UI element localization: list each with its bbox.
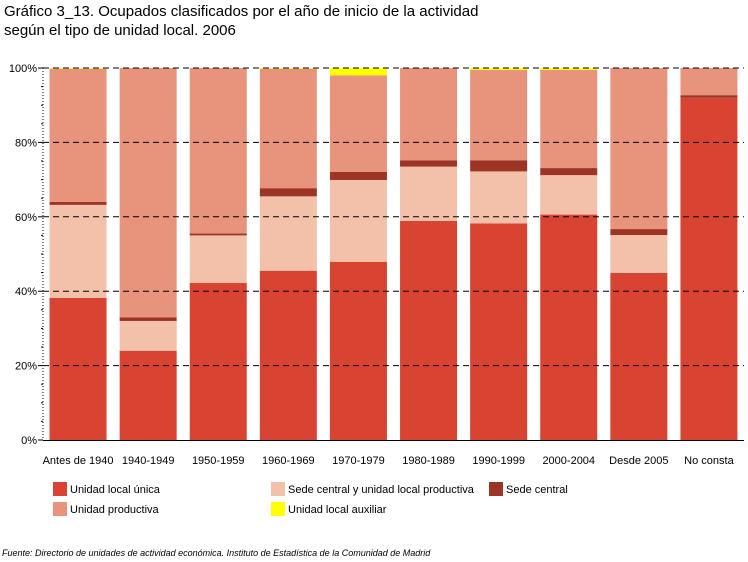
- x-tick-label: 1980-1989: [402, 455, 455, 467]
- bar-segment-9-3: [680, 68, 738, 96]
- bar-segment-0-2: [49, 201, 107, 205]
- bar-segment-6-2: [470, 160, 528, 172]
- y-tick-label: 100%: [9, 63, 37, 75]
- y-tick-label: 80%: [15, 137, 37, 149]
- bar-segment-8-0: [610, 272, 668, 440]
- x-tick-label: 2000-2004: [542, 455, 595, 467]
- legend-swatch-sede-central: [489, 482, 503, 496]
- chart-title-line-1: Gráfico 3_13. Ocupados clasificados por …: [4, 3, 479, 20]
- bar-segment-4-1: [329, 179, 387, 262]
- bar-segment-8-2: [610, 229, 668, 236]
- x-tick-label: 1940-1949: [122, 455, 175, 467]
- bar-segment-8-1: [610, 235, 668, 273]
- bar-segment-7-2: [540, 168, 598, 176]
- bar-segment-7-1: [540, 175, 598, 215]
- bar-segment-2-3: [189, 68, 247, 234]
- source-note: Fuente: Directorio de unidades de activi…: [2, 548, 431, 558]
- legend-label-unidad-local-auxiliar: Unidad local auxiliar: [288, 504, 387, 516]
- bar-segment-1-1: [119, 320, 177, 351]
- bar-segment-4-4: [329, 68, 387, 76]
- bar-segment-4-2: [329, 171, 387, 180]
- bar-segment-7-3: [540, 69, 598, 169]
- x-tick-label: Desde 2005: [609, 455, 668, 467]
- bar-segment-7-0: [540, 214, 598, 440]
- x-tick-label: 1950-1959: [192, 455, 245, 467]
- bar-segment-0-1: [49, 204, 107, 298]
- legend-swatch-unidad-local-unica: [53, 482, 67, 496]
- bar-segment-8-3: [610, 68, 668, 230]
- x-tick-label: 1990-1999: [472, 455, 525, 467]
- chart-title: Gráfico 3_13. Ocupados clasificados por …: [4, 2, 744, 40]
- bar-segment-1-3: [119, 68, 177, 318]
- y-tick-label: 0%: [21, 435, 37, 447]
- legend-label-unidad-productiva: Unidad productiva: [70, 504, 159, 516]
- bar-segment-5-0: [400, 220, 458, 440]
- x-tick-label: 1970-1979: [332, 455, 385, 467]
- bar-segment-2-2: [189, 233, 247, 236]
- bar-segment-2-0: [189, 283, 247, 440]
- bar-segment-9-0: [680, 97, 738, 440]
- y-tick-label: 60%: [15, 212, 37, 224]
- bar-segment-6-1: [470, 171, 528, 224]
- x-tick-label: 1960-1969: [262, 455, 315, 467]
- bar-segment-4-0: [329, 261, 387, 440]
- legend-swatch-unidad-local-auxiliar: [271, 502, 285, 516]
- legend-label-sede-central-y-productiva: Sede central y unidad local productiva: [288, 484, 474, 496]
- bar-segment-9-2: [680, 95, 738, 98]
- legend-swatch-sede-central-y-productiva: [271, 482, 285, 496]
- bar-segment-6-4: [470, 68, 528, 70]
- bar-segment-6-0: [470, 223, 528, 440]
- bar-segment-5-1: [400, 166, 458, 221]
- x-tick-label: No consta: [684, 455, 734, 467]
- bar-segment-3-2: [259, 188, 317, 197]
- bar-segment-2-1: [189, 235, 247, 284]
- bar-segment-5-3: [400, 68, 458, 161]
- bar-segment-4-3: [329, 75, 387, 172]
- bar-segment-3-0: [259, 270, 317, 440]
- legend-label-sede-central: Sede central: [506, 484, 568, 496]
- chart-title-line-2: según el tipo de unidad local. 2006: [4, 22, 236, 39]
- x-tick-label: Antes de 1940: [43, 455, 114, 467]
- bar-segment-5-2: [400, 160, 458, 167]
- bar-segment-0-0: [49, 297, 107, 440]
- y-tick-label: 40%: [15, 286, 37, 298]
- bar-segment-3-3: [259, 68, 317, 189]
- bar-segment-1-0: [119, 350, 177, 440]
- bar-segment-7-4: [540, 68, 598, 70]
- bar-segment-1-2: [119, 317, 177, 321]
- stacked-bar-chart: Antes de 1940 1940-1949 1950-1959 1960-1969…: [9, 63, 744, 467]
- bar-segment-0-3: [49, 68, 107, 202]
- legend-label-unidad-local-unica: Unidad local única: [70, 484, 160, 496]
- legend-swatch-unidad-productiva: [53, 502, 67, 516]
- bar-segment-6-3: [470, 69, 528, 161]
- bar-segment-3-1: [259, 196, 317, 271]
- y-tick-label: 20%: [15, 361, 37, 373]
